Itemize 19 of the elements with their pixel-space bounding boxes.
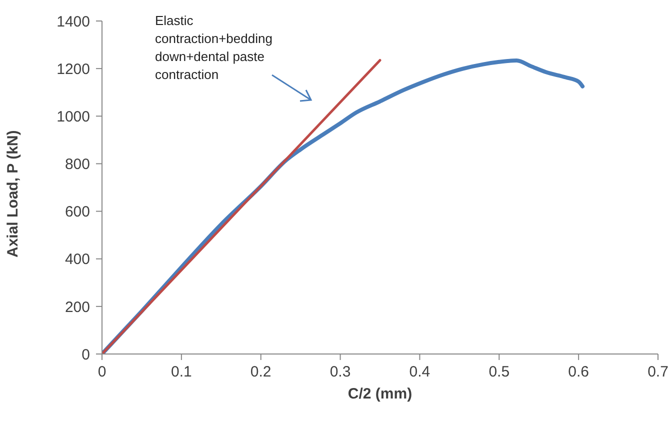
y-tick-label: 1000	[56, 108, 90, 126]
x-tick-label: 0	[98, 364, 106, 381]
y-tick-label: 600	[64, 204, 90, 221]
y-tick-label: 0	[82, 346, 90, 364]
x-tick-label: 0.5	[488, 364, 510, 381]
x-tick-label: 0.7	[648, 364, 668, 381]
x-tick-label: 0.3	[330, 364, 351, 381]
annotation: Elastic contraction+bedding down+dental paste contraction	[155, 12, 274, 84]
x-tick-label: 0.1	[171, 364, 192, 381]
y-tick-label: 400	[64, 251, 90, 268]
y-tick-label: 200	[64, 298, 90, 316]
x-axis-title: C/2 (mm)	[348, 386, 412, 403]
x-tick-label: 0.4	[409, 364, 430, 381]
y-tick-label: 800	[64, 156, 90, 174]
y-tick-label: 1400	[56, 13, 90, 30]
y-axis-title: Axial Load, P (kN)	[4, 130, 22, 258]
x-tick-label: 0.6	[568, 364, 589, 381]
y-tick-label: 1200	[56, 60, 90, 78]
x-tick-label: 0.2	[250, 364, 272, 381]
